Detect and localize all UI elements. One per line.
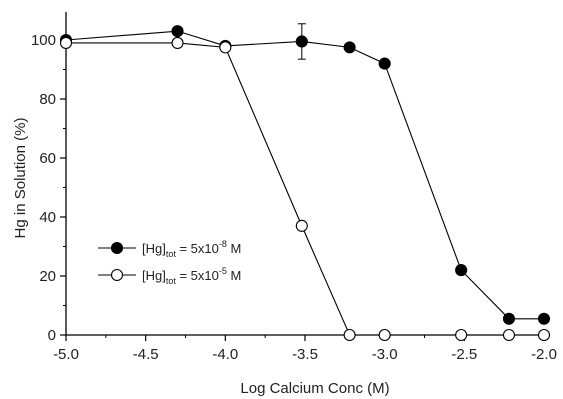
series-line bbox=[66, 42, 544, 336]
x-tick-label: -2.5 bbox=[451, 346, 477, 363]
y-tick-label: 0 bbox=[48, 327, 56, 344]
data-point bbox=[171, 25, 184, 38]
legend-item-1: [Hg]tot = 5x10-8 M bbox=[98, 239, 241, 259]
legend-label: [Hg]tot = 5x10-5 M bbox=[142, 266, 241, 286]
data-point bbox=[537, 312, 551, 325]
y-axis-label: Hg in Solution (%) bbox=[12, 118, 29, 239]
x-axis-label: Log Calcium Conc (M) bbox=[240, 380, 389, 397]
data-point bbox=[537, 328, 551, 342]
x-tick-label: -3.0 bbox=[372, 346, 398, 363]
legend-item-2: [Hg]tot = 5x10-5 M bbox=[98, 266, 241, 286]
y-tick-label: 40 bbox=[39, 209, 56, 226]
series-line bbox=[65, 30, 544, 320]
x-tick-label: -4.0 bbox=[212, 346, 238, 363]
data-point bbox=[59, 36, 73, 50]
data-point bbox=[378, 57, 391, 70]
data-point bbox=[455, 264, 468, 277]
data-point bbox=[219, 41, 232, 54]
data-point bbox=[455, 328, 468, 342]
x-tick-label: -5.0 bbox=[53, 346, 79, 363]
legend: [Hg]tot = 5x10-8 M [Hg]tot = 5x10-5 M bbox=[98, 239, 241, 286]
y-tick-label: 80 bbox=[39, 91, 56, 108]
series-1 bbox=[59, 23, 551, 325]
data-point bbox=[378, 328, 391, 342]
legend-marker bbox=[110, 241, 124, 255]
x-tick-label: -4.5 bbox=[133, 346, 159, 363]
data-point bbox=[295, 35, 308, 48]
legend-marker bbox=[110, 268, 124, 282]
axes: -5.0 -4.5 -4.0 -3.5 -3.0 -2.5 -2.0 0 20 40 60 80 100 bbox=[31, 12, 557, 363]
data-point bbox=[171, 36, 184, 50]
data-point bbox=[502, 312, 515, 325]
data-point bbox=[502, 328, 515, 342]
data-point bbox=[343, 328, 356, 342]
data-point bbox=[343, 41, 356, 54]
legend-label: [Hg]tot = 5x10-8 M bbox=[142, 239, 241, 259]
y-tick-label: 60 bbox=[39, 150, 56, 167]
series-2 bbox=[59, 36, 551, 342]
y-tick-label: 20 bbox=[39, 268, 56, 285]
y-tick-label: 100 bbox=[31, 32, 56, 49]
series-layer bbox=[59, 23, 551, 342]
x-tick-label: -3.5 bbox=[292, 346, 318, 363]
x-tick-label: -2.0 bbox=[531, 346, 557, 363]
data-point bbox=[295, 219, 308, 232]
